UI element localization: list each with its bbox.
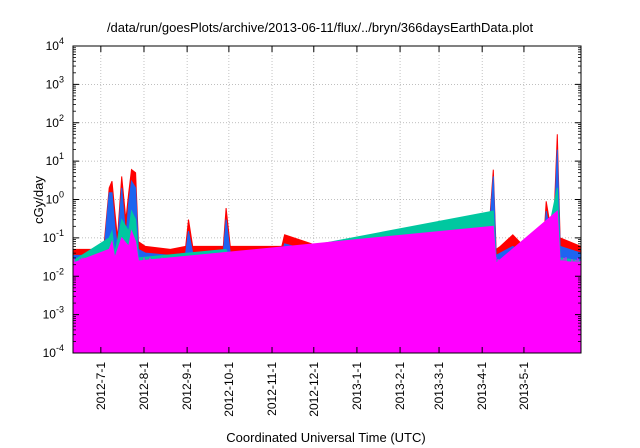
y-tick-label: 10-4: [43, 343, 64, 360]
y-tick-label: 104: [46, 36, 64, 53]
chart-title: /data/run/goesPlots/archive/2013-06-11/f…: [106, 20, 534, 35]
x-tick-label: 2012-10-1: [222, 362, 236, 417]
y-tick-label: 103: [46, 74, 64, 91]
y-tick-label: 102: [46, 113, 64, 130]
series-area: [72, 210, 582, 354]
y-tick-label: 10-2: [43, 266, 64, 283]
x-tick-label: 2013-2-1: [393, 362, 407, 410]
x-tick-label: 2012-12-1: [307, 362, 321, 417]
x-axis-label: Coordinated Universal Time (UTC): [226, 430, 425, 445]
y-tick-label: 100: [46, 190, 64, 207]
y-tick-label: 10-1: [43, 228, 64, 245]
y-tick-label: 10-3: [43, 305, 64, 322]
x-tick-label: 2013-1-1: [350, 362, 364, 410]
x-tick-label: 2013-3-1: [432, 362, 446, 410]
x-tick-label: 2013-4-1: [475, 362, 489, 410]
axis-ticks: 10-4 10-3 10-2 10-1 100 101 102 103 104 2012-7-1 2…: [43, 36, 581, 417]
y-axis-label: cGy/day: [31, 176, 46, 224]
x-tick-label: 2012-7-1: [94, 362, 108, 410]
y-tick-label: 101: [46, 151, 64, 168]
x-tick-label: 2012-11-1: [265, 362, 279, 416]
data-series: [72, 134, 582, 354]
x-tick-label: 2012-9-1: [180, 362, 194, 410]
x-tick-label: 2012-8-1: [137, 362, 151, 410]
x-tick-label: 2013-5-1: [517, 362, 531, 410]
